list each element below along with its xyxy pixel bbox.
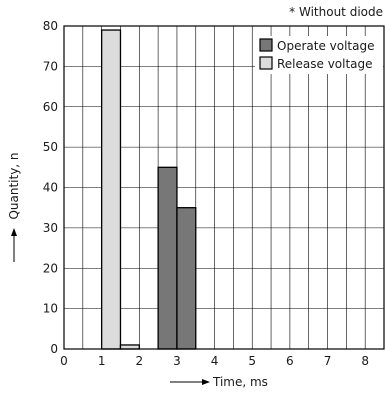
- y-axis-label-group: Quantity, n: [7, 152, 21, 262]
- legend-label: Operate voltage: [277, 39, 374, 53]
- histogram-bars: [100, 29, 197, 350]
- y-axis-label: Quantity, n: [7, 152, 21, 219]
- x-tick-label: 3: [173, 354, 181, 368]
- x-axis-arrow-head: [202, 379, 210, 385]
- plot-frame: [63, 25, 385, 350]
- bar-release-voltage: [119, 344, 140, 350]
- y-tick-label: 40: [43, 181, 58, 195]
- y-tick-label: 80: [43, 19, 58, 33]
- y-axis-arrow-head: [11, 228, 17, 236]
- x-tick-label: 8: [361, 354, 369, 368]
- x-tick-label: 0: [60, 354, 68, 368]
- y-tick-label: 20: [43, 261, 58, 275]
- x-axis-label: Time, ms: [212, 375, 268, 389]
- x-tick-label: 4: [211, 354, 219, 368]
- y-tick-labels: 0 10 20 30 40 50 60 70 80: [43, 19, 58, 356]
- x-tick-label: 7: [324, 354, 332, 368]
- x-tick-label: 6: [286, 354, 294, 368]
- x-tick-label: 2: [135, 354, 143, 368]
- x-tick-label: 5: [248, 354, 256, 368]
- y-tick-label: 30: [43, 221, 58, 235]
- legend: Operate voltage Release voltage: [259, 38, 374, 71]
- legend-box: [255, 36, 383, 74]
- bar-operate-voltage: [157, 166, 178, 350]
- y-tick-label: 0: [50, 342, 58, 356]
- chart-note: * Without diode: [289, 5, 383, 19]
- y-tick-label: 10: [43, 302, 58, 316]
- y-tick-label: 70: [43, 59, 58, 73]
- y-tick-label: 60: [43, 100, 58, 114]
- x-axis-label-group: Time, ms: [170, 375, 268, 389]
- x-tick-labels: 0 1 2 3 4 5 6 7 8: [60, 354, 369, 368]
- legend-swatch: [259, 56, 273, 70]
- x-tick-label: 1: [98, 354, 106, 368]
- bar-release-voltage: [100, 29, 122, 350]
- legend-label: Release voltage: [277, 57, 373, 71]
- bar-operate-voltage: [176, 207, 197, 350]
- legend-swatch: [259, 38, 273, 52]
- y-tick-label: 50: [43, 140, 58, 154]
